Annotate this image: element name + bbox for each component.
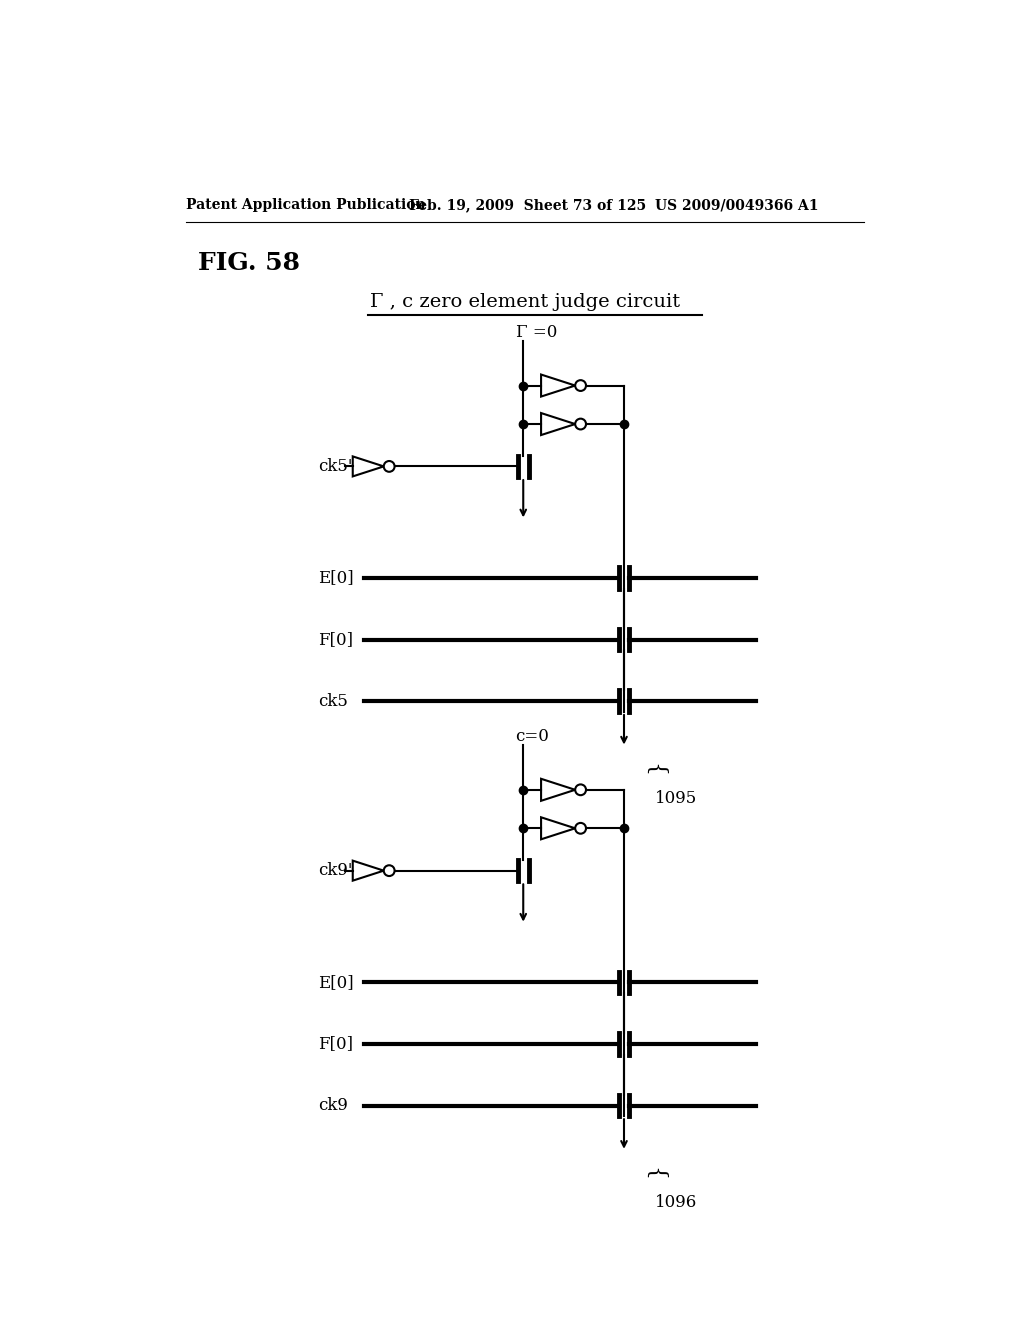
Text: ck5': ck5' bbox=[317, 458, 352, 475]
Text: US 2009/0049366 A1: US 2009/0049366 A1 bbox=[655, 198, 818, 213]
Text: {: { bbox=[643, 763, 666, 777]
Text: Patent Application Publication: Patent Application Publication bbox=[186, 198, 426, 213]
Text: ck9: ck9 bbox=[317, 1097, 348, 1114]
Text: FIG. 58: FIG. 58 bbox=[198, 251, 300, 275]
Text: ck5: ck5 bbox=[317, 693, 348, 710]
Text: 1096: 1096 bbox=[655, 1195, 697, 1210]
Text: Γ , c zero element judge circuit: Γ , c zero element judge circuit bbox=[370, 293, 680, 312]
Text: F[0]: F[0] bbox=[317, 1035, 353, 1052]
Text: F[0]: F[0] bbox=[317, 631, 353, 648]
Text: 1095: 1095 bbox=[655, 789, 697, 807]
Text: Feb. 19, 2009  Sheet 73 of 125: Feb. 19, 2009 Sheet 73 of 125 bbox=[409, 198, 646, 213]
Text: E[0]: E[0] bbox=[317, 569, 353, 586]
Text: Γ =0: Γ =0 bbox=[515, 323, 557, 341]
Text: c=0: c=0 bbox=[515, 729, 549, 746]
Text: ck9': ck9' bbox=[317, 862, 352, 879]
Text: {: { bbox=[643, 1167, 666, 1181]
Text: E[0]: E[0] bbox=[317, 974, 353, 991]
